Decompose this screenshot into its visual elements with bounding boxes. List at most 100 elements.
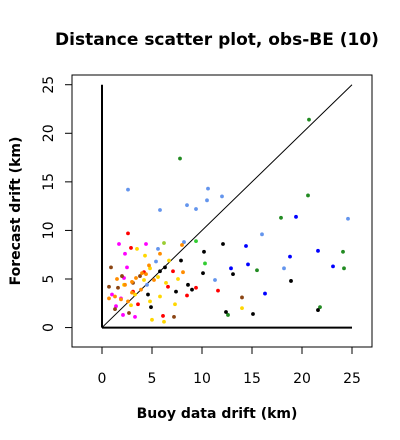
data-point <box>185 294 189 298</box>
data-point <box>162 320 166 324</box>
data-point <box>194 239 198 243</box>
data-point <box>143 254 147 258</box>
data-point <box>130 291 134 295</box>
data-point <box>163 265 167 269</box>
data-point <box>148 299 152 303</box>
data-point <box>224 310 228 314</box>
x-tick-label: 15 <box>243 371 261 387</box>
data-point <box>161 314 165 318</box>
data-point <box>136 302 140 306</box>
data-point <box>158 269 162 273</box>
y-tick-label: 0 <box>41 323 57 332</box>
data-point <box>185 203 189 207</box>
data-point <box>307 118 311 122</box>
data-point <box>260 232 264 236</box>
data-point <box>166 285 170 289</box>
data-point <box>331 264 335 268</box>
one-to-one-reference-line <box>102 85 352 328</box>
data-point <box>154 260 158 264</box>
data-point <box>246 263 250 267</box>
data-point <box>174 290 178 294</box>
x-tick-label: 10 <box>193 371 211 387</box>
data-point <box>205 198 209 202</box>
data-point <box>176 277 180 281</box>
data-point <box>126 299 130 303</box>
y-tick-label: 25 <box>41 76 57 94</box>
data-point <box>203 262 207 266</box>
data-point <box>144 272 148 276</box>
data-point <box>190 288 194 292</box>
data-point <box>282 266 286 270</box>
data-point <box>221 242 225 246</box>
data-point <box>288 255 292 259</box>
chart-title: Distance scatter plot, obs-BE (10) <box>55 30 379 50</box>
data-point <box>158 252 162 256</box>
data-point <box>139 288 143 292</box>
data-point <box>142 278 146 282</box>
data-point <box>107 297 111 301</box>
data-point <box>119 298 123 302</box>
data-point <box>145 283 149 287</box>
y-axis-label: Forecast drift (km) <box>8 137 24 286</box>
data-point <box>129 246 133 250</box>
data-point <box>229 266 233 270</box>
data-point <box>316 249 320 253</box>
y-tick-label: 5 <box>41 275 57 284</box>
data-point <box>140 271 144 275</box>
data-point <box>133 315 137 319</box>
data-point <box>152 278 156 282</box>
data-point <box>158 208 162 212</box>
x-axis-label: Buoy data drift (km) <box>137 406 298 422</box>
data-point <box>194 207 198 211</box>
data-point <box>162 241 166 245</box>
data-point <box>150 318 154 322</box>
data-point <box>123 283 127 287</box>
y-tick-label: 20 <box>41 124 57 142</box>
data-point <box>171 269 175 273</box>
data-point <box>220 195 224 199</box>
data-point <box>240 306 244 310</box>
data-point <box>167 259 171 263</box>
data-point <box>121 313 125 317</box>
data-point <box>263 292 267 296</box>
data-point <box>181 270 185 274</box>
data-point <box>115 277 119 281</box>
data-point <box>129 303 133 307</box>
data-point <box>123 252 127 256</box>
data-point <box>134 276 138 280</box>
data-point <box>178 157 182 161</box>
y-tick-label: 10 <box>41 222 57 240</box>
data-point <box>173 302 177 306</box>
data-point <box>306 194 310 198</box>
data-point <box>294 215 298 219</box>
data-point <box>144 242 148 246</box>
data-point <box>201 271 205 275</box>
data-points <box>107 118 350 324</box>
data-point <box>130 280 134 284</box>
data-point <box>126 188 130 192</box>
data-point <box>341 250 345 254</box>
data-point <box>186 283 190 287</box>
data-point <box>172 315 176 319</box>
data-point <box>216 289 220 293</box>
data-point <box>251 312 255 316</box>
x-axis-ticks: 0 5 10 15 20 25 <box>98 347 361 387</box>
data-point <box>194 286 198 290</box>
data-point <box>158 295 162 299</box>
data-point <box>240 296 244 300</box>
data-point <box>244 244 248 248</box>
data-point <box>149 305 153 309</box>
data-point <box>279 216 283 220</box>
data-point <box>180 243 184 247</box>
data-point <box>289 279 293 283</box>
data-point <box>147 264 151 268</box>
data-point <box>135 247 139 251</box>
data-point <box>120 274 124 278</box>
data-point <box>107 285 111 289</box>
data-point <box>125 265 129 269</box>
x-tick-label: 25 <box>343 371 361 387</box>
x-tick-label: 5 <box>148 371 157 387</box>
data-point <box>316 308 320 312</box>
data-point <box>179 259 183 263</box>
